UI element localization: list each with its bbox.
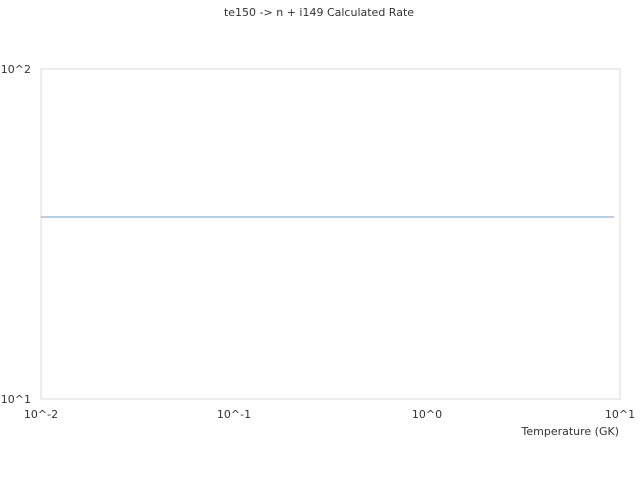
y-tick-label: 10^2 (1, 63, 31, 76)
x-tick-label: 10^-1 (217, 408, 251, 421)
chart-title: te150 -> n + i149 Calculated Rate (224, 6, 414, 19)
x-tick-label: 10^1 (605, 408, 635, 421)
plot-area (40, 68, 621, 400)
y-tick-label: 10^1 (1, 393, 31, 406)
x-axis-label: Temperature (GK) (521, 425, 620, 438)
x-tick-label: 10^0 (412, 408, 442, 421)
x-tick-label: 10^-2 (24, 408, 58, 421)
